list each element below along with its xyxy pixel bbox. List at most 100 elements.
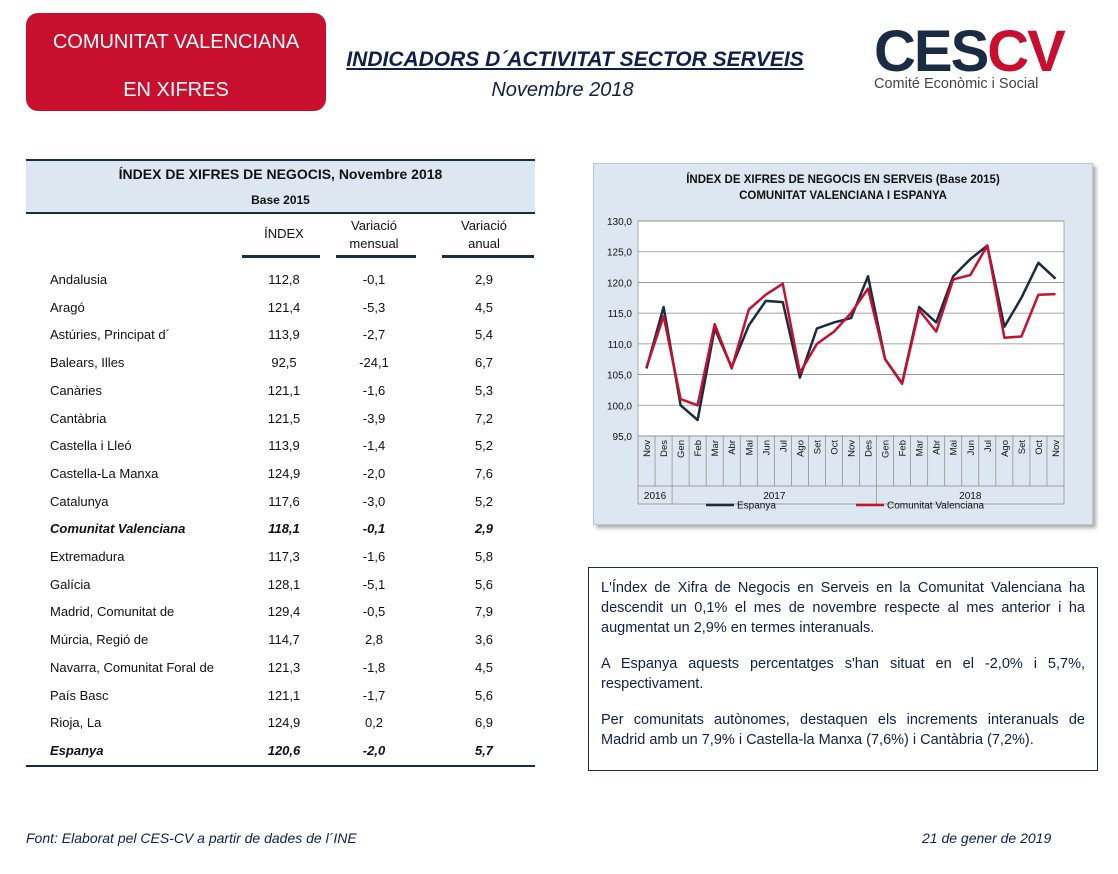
table-row: Aragó 121,4 -5,3 4,5 <box>26 297 535 319</box>
annual-variation: 5,2 <box>474 493 494 509</box>
monthly-variation: -5,3 <box>362 299 386 315</box>
plot-area <box>637 220 1065 437</box>
legend-label: Comunitat Valenciana <box>887 501 985 512</box>
table-row: Espanya 120,6 -2,0 5,7 <box>26 740 535 762</box>
region-badge: COMUNITAT VALENCIANA EN XIFRES <box>26 13 326 111</box>
table-row: Astúries, Principat d´ 113,9 -2,7 5,4 <box>26 324 535 346</box>
monthly-variation: -2,7 <box>362 327 386 343</box>
monthly-variation: -24,1 <box>359 355 389 371</box>
region-name: Navarra, Comunitat Foral de <box>50 659 215 675</box>
commentary-box: L'Índex de Xifra de Negocis en Serveis e… <box>588 567 1098 771</box>
y-tick-label: 95,0 <box>613 432 633 443</box>
table-row: Comunitat Valenciana 118,1 -0,1 2,9 <box>26 518 535 540</box>
index-value: 121,3 <box>267 659 301 675</box>
region-name: Galícia <box>50 576 91 592</box>
region-name: Comunitat Valenciana <box>50 521 186 537</box>
index-value: 121,1 <box>267 687 301 703</box>
x-tick-label: Nov <box>1051 440 1062 457</box>
y-tick-label: 115,0 <box>608 309 633 320</box>
annual-variation: 7,2 <box>474 410 494 426</box>
table-row: Catalunya 117,6 -3,0 5,2 <box>26 491 535 513</box>
business-index-table: ÍNDEX DE XIFRES DE NEGOCIS, Novembre 201… <box>26 159 535 767</box>
monthly-variation: -5,1 <box>362 576 386 592</box>
col-header-anual-line2: anual <box>468 236 500 251</box>
y-tick-label: 110,0 <box>608 340 633 351</box>
region-name: Astúries, Principat d´ <box>50 327 170 343</box>
y-tick-label: 120,0 <box>607 278 632 289</box>
monthly-variation: -2,0 <box>362 742 386 758</box>
monthly-variation: 0,2 <box>364 715 384 731</box>
region-name: Extremadura <box>50 549 125 564</box>
x-tick-label: Mai <box>949 440 960 455</box>
annual-variation: 5,7 <box>474 742 494 758</box>
col-header-mensual: Variació mensual <box>334 217 414 253</box>
x-tick-label: Feb <box>693 440 704 456</box>
col-header-mensual-line1: Variació <box>350 218 397 233</box>
table-row: Galícia 128,1 -5,1 5,6 <box>26 574 535 596</box>
annual-variation: 7,9 <box>474 604 494 620</box>
index-value: 129,4 <box>267 604 301 620</box>
annual-variation: 5,6 <box>474 576 494 592</box>
monthly-variation: -1,8 <box>362 659 386 675</box>
region-name: Andalusia <box>50 272 108 287</box>
x-tick-label: Set <box>1017 440 1028 455</box>
x-tick-label: Ago <box>795 440 806 457</box>
x-tick-label: Mai <box>744 440 755 455</box>
x-tick-label: Gen <box>881 440 892 458</box>
annual-variation: 5,3 <box>474 382 494 398</box>
monthly-variation: -1,6 <box>362 382 386 398</box>
annual-variation: 6,9 <box>474 715 494 731</box>
y-tick-label: 130,0 <box>607 217 632 228</box>
annual-variation: 4,5 <box>474 659 494 675</box>
x-tick-label: Gen <box>676 440 687 458</box>
index-value: 121,4 <box>267 299 301 315</box>
x-tick-label: Mar <box>710 440 721 456</box>
x-tick-label: Nov <box>642 440 653 457</box>
annual-variation: 5,8 <box>474 549 494 564</box>
index-value: 124,9 <box>267 465 301 481</box>
x-tick-label: Oct <box>1034 440 1045 455</box>
region-name: Balears, Illes <box>50 355 125 371</box>
table-row: Navarra, Comunitat Foral de 121,3 -1,8 4,5 <box>26 657 535 679</box>
table-base: Base 2015 <box>251 193 310 207</box>
commentary-paragraph-3: Per comunitats autònomes, destaquen els … <box>601 712 1085 748</box>
monthly-variation: -1,6 <box>362 549 386 564</box>
badge-line-1: COMUNITAT VALENCIANA <box>52 31 300 53</box>
chart-title: ÍNDEX DE XIFRES DE NEGOCIS EN SERVEIS (B… <box>686 174 1000 186</box>
x-tick-label: Ago <box>1000 440 1011 457</box>
region-name: Espanya <box>50 742 104 758</box>
col-header-index: ÍNDEX <box>264 226 304 241</box>
col-header-anual: Variació anual <box>444 217 524 253</box>
col-header-anual-line1: Variació <box>460 218 507 233</box>
annual-variation: 5,6 <box>474 687 494 703</box>
x-tick-label: Mar <box>915 440 926 456</box>
col-underline-anual <box>442 255 534 258</box>
x-tick-label: Des <box>659 440 670 457</box>
table-row: País Basc 121,1 -1,7 5,6 <box>26 685 535 707</box>
year-label: 2017 <box>763 491 786 502</box>
col-underline-mensual <box>336 255 416 258</box>
monthly-variation: -2,0 <box>362 465 386 481</box>
y-tick-label: 125,0 <box>607 248 632 259</box>
index-value: 124,9 <box>267 715 301 731</box>
table-row: Madrid, Comunitat de 129,4 -0,5 7,9 <box>26 601 535 623</box>
commentary-paragraph-2: A Espanya aquests percentatges s'han sit… <box>601 656 1085 692</box>
x-tick-label: Abr <box>932 440 943 455</box>
index-value: 92,5 <box>271 355 297 371</box>
page-title: INDICADORS D´ACTIVITAT SECTOR SERVEIS <box>346 48 804 71</box>
x-tick-label: Jun <box>966 440 977 455</box>
table-row: Múrcia, Regió de 114,7 2,8 3,6 <box>26 629 535 651</box>
table-row: Cantàbria 121,5 -3,9 7,2 <box>26 408 535 430</box>
region-name: Cantàbria <box>50 410 107 426</box>
x-tick-label: Jul <box>778 440 789 452</box>
commentary-paragraph-1: L'Índex de Xifra de Negocis en Serveis e… <box>601 580 1085 636</box>
x-tick-label: Nov <box>847 440 858 457</box>
x-tick-label: Jul <box>983 440 994 452</box>
chart-subtitle: COMUNITAT VALENCIANA I ESPANYA <box>739 190 947 202</box>
table-row: Canàries 121,1 -1,6 5,3 <box>26 380 535 402</box>
logo-cv: CV <box>987 19 1066 84</box>
table-bottom-rule <box>26 765 535 767</box>
region-name: Canàries <box>50 382 103 398</box>
table-row: Balears, Illes 92,5 -24,1 6,7 <box>26 352 535 374</box>
table-row: Castella i Lleó 113,9 -1,4 5,2 <box>26 435 535 457</box>
